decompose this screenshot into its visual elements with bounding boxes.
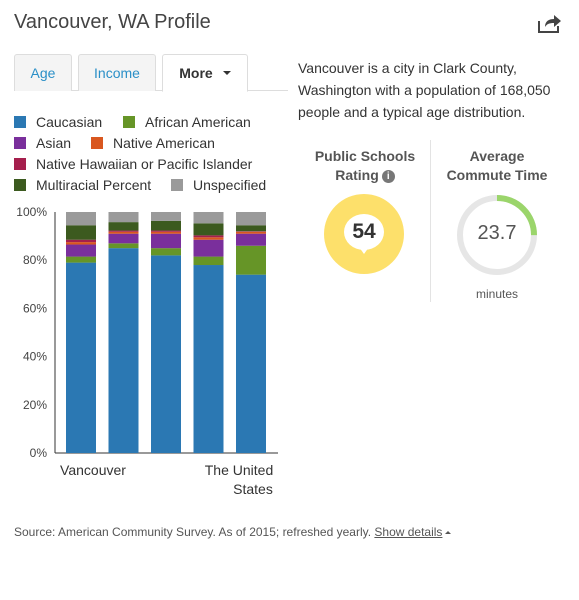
- bar-segment: [193, 223, 224, 236]
- legend-swatch: [14, 158, 26, 170]
- page-title: Vancouver, WA Profile: [14, 11, 211, 33]
- y-tick-label: 40%: [23, 350, 47, 364]
- bar-segment: [66, 242, 96, 245]
- commute-title-line2: Commute Time: [446, 167, 548, 183]
- legend-label: Unspecified: [193, 177, 267, 193]
- source-text: Source: American Community Survey. As of…: [14, 525, 372, 539]
- tab-more-label: More: [179, 65, 213, 81]
- bar-segment: [151, 220, 181, 231]
- schools-rating-value: 54: [344, 214, 384, 250]
- info-icon[interactable]: i: [381, 170, 395, 183]
- legend-label: Native Hawaiian or Pacific Islander: [36, 156, 253, 172]
- tab-age-label: Age: [30, 65, 56, 81]
- city-description: Vancouver is a city in Clark County, Was…: [298, 60, 551, 120]
- bar-segment: [236, 231, 266, 234]
- y-tick-label: 100%: [16, 205, 47, 219]
- bar-segment: [193, 256, 224, 266]
- tab-more[interactable]: More: [162, 54, 248, 92]
- bar-segment: [193, 237, 224, 240]
- bar-segment: [108, 233, 139, 244]
- bar-segment: [151, 230, 181, 232]
- bar-segment: [151, 233, 181, 249]
- legend-label: Native American: [113, 135, 215, 151]
- show-details-label: Show details: [374, 525, 443, 539]
- tab-bar: Age Income More: [14, 54, 288, 92]
- bar-segment: [108, 230, 139, 232]
- schools-title-line2-text: Rating: [335, 167, 379, 183]
- source-note: Source: American Community Survey. As of…: [14, 525, 452, 539]
- y-tick-label: 80%: [23, 253, 47, 267]
- legend-swatch: [14, 116, 26, 128]
- bar-segment: [193, 235, 224, 238]
- bar-segment: [66, 256, 96, 263]
- bar-segment: [108, 212, 139, 223]
- legend-item-multiracial: Multiracial Percent: [14, 176, 151, 194]
- bar-segment: [108, 222, 139, 231]
- tab-age[interactable]: Age: [14, 54, 72, 91]
- bar-segment: [151, 231, 181, 234]
- x-tick-label: Vancouver: [60, 462, 126, 478]
- bar-segment: [66, 225, 96, 240]
- legend-swatch: [171, 179, 183, 191]
- bar-segment: [236, 212, 266, 226]
- commute-title: Average Commute Time: [436, 147, 558, 185]
- bar-segment: [236, 233, 266, 246]
- share-icon[interactable]: [537, 12, 563, 34]
- stacked-bar-chart: 0% 20% 40% 60% 80% 100% Vancouver The United Sta…: [16, 205, 278, 497]
- bar-segment: [66, 212, 96, 226]
- legend-item-native-hawaiian: Native Hawaiian or Pacific Islander: [14, 155, 252, 173]
- y-tick-label: 20%: [23, 398, 47, 412]
- y-tick-label: 60%: [23, 301, 47, 315]
- bar-segment: [193, 239, 224, 257]
- legend-item-asian: Asian: [14, 134, 71, 152]
- bar-segment: [236, 245, 266, 275]
- bar-segment: [108, 243, 139, 249]
- bar-segment: [151, 255, 181, 453]
- legend-swatch: [91, 137, 103, 149]
- bar-segment: [66, 262, 96, 453]
- legend-swatch: [14, 137, 26, 149]
- bar-segment: [193, 265, 224, 453]
- legend-item-native-american: Native American: [91, 134, 215, 152]
- y-tick-label: 0%: [30, 446, 48, 460]
- chevron-up-icon: [445, 531, 452, 534]
- chevron-down-icon: [222, 71, 231, 75]
- schools-title-line1: Public Schools: [314, 148, 416, 164]
- legend-label: Multiracial Percent: [36, 177, 152, 193]
- legend-item-caucasian: Caucasian: [14, 113, 102, 131]
- schools-rating-title: Public Schools Rating i: [305, 147, 425, 185]
- commute-unit: minutes: [475, 287, 519, 301]
- bar-segment: [236, 225, 266, 232]
- legend-label: Caucasian: [36, 114, 103, 130]
- legend-swatch: [123, 116, 135, 128]
- bar-segment: [151, 248, 181, 256]
- bar-segment: [66, 244, 96, 257]
- bar-segment: [151, 212, 181, 221]
- legend-item-african-american: African American: [123, 113, 251, 131]
- metric-divider: [430, 140, 431, 302]
- x-tick-label: The United: [205, 462, 273, 478]
- show-details-link[interactable]: Show details: [374, 525, 452, 539]
- legend-label: Asian: [36, 135, 72, 151]
- bar-segment: [193, 212, 224, 224]
- legend-swatch: [14, 179, 26, 191]
- legend-item-unspecified: Unspecified: [171, 176, 266, 194]
- bar-segment: [108, 248, 139, 453]
- tab-income-label: Income: [94, 65, 140, 81]
- bar-segment: [108, 231, 139, 234]
- commute-gauge: [457, 195, 537, 275]
- bar-segment: [236, 274, 266, 453]
- legend-label: African American: [145, 114, 251, 130]
- commute-value: 23.7: [477, 222, 517, 244]
- speech-bubble-tail: [359, 247, 369, 254]
- bar-segment: [66, 239, 96, 243]
- gauge-progress: [457, 195, 537, 275]
- tab-income[interactable]: Income: [78, 54, 156, 91]
- commute-title-line1: Average: [469, 148, 525, 164]
- x-tick-label: States: [233, 481, 273, 497]
- schools-title-line2: Rating i: [305, 166, 425, 185]
